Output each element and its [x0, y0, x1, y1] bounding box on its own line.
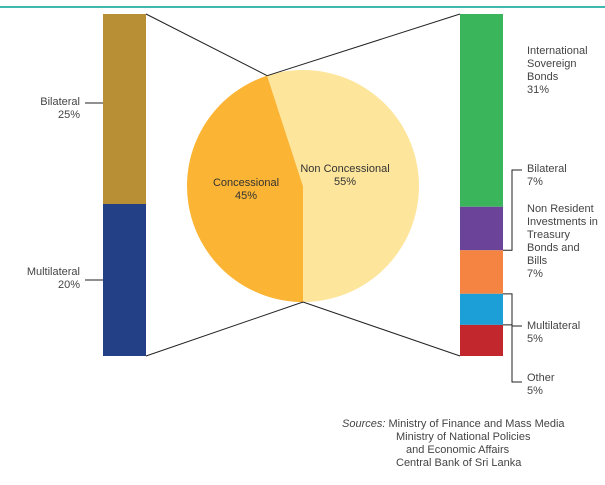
- segment-label: Multilateral 20%: [10, 266, 80, 292]
- connector: [145, 13, 268, 77]
- label-value: 20%: [57, 279, 80, 291]
- source-line: Ministry of Finance and Mass Media: [388, 418, 565, 430]
- label-name: Non Resident Investments in Treasury Bon…: [527, 203, 598, 267]
- label-name: Bilateral: [527, 163, 567, 175]
- sources-label: Sources:: [342, 418, 386, 430]
- pie-slice: [267, 69, 420, 302]
- connector: [145, 301, 304, 357]
- segment-label: Bilateral 7%: [527, 163, 602, 189]
- segment-label: Other 5%: [527, 372, 602, 398]
- label-value: 31%: [527, 84, 550, 96]
- label-name: Bilateral: [40, 96, 80, 108]
- label-value: 7%: [527, 268, 543, 280]
- label-value: 5%: [527, 385, 543, 397]
- segment-label: Multilateral 5%: [527, 320, 602, 346]
- segment-label: Non Resident Investments in Treasury Bon…: [527, 203, 602, 281]
- bar-segment: [460, 250, 503, 294]
- bracket: [503, 324, 522, 383]
- source-line: Central Bank of Sri Lanka: [396, 457, 522, 469]
- segment-label: International Sovereign Bonds 31%: [527, 45, 602, 97]
- segment-label: Concessional 45%: [196, 177, 296, 203]
- label-name: International Sovereign Bonds: [527, 45, 588, 83]
- segment-label: Non Concessional 55%: [300, 163, 390, 189]
- bar-segment: [460, 324, 503, 356]
- bar-segment: [460, 206, 503, 251]
- label-value: 45%: [234, 190, 258, 202]
- bar-segment: [460, 14, 503, 207]
- connector: [302, 301, 461, 357]
- label-name: Concessional: [212, 177, 280, 189]
- label-name: Other: [527, 372, 555, 384]
- source-line: Ministry of National Policies: [396, 431, 531, 443]
- bracket: [503, 293, 522, 327]
- bar-segment: [103, 14, 146, 204]
- label-name: Multilateral: [527, 320, 581, 332]
- source-line: and Economic Affairs: [406, 444, 510, 456]
- label-value: 55%: [333, 176, 357, 188]
- segment-label: Bilateral 25%: [10, 96, 80, 122]
- label-value: 7%: [527, 176, 543, 188]
- label-value: 5%: [527, 333, 543, 345]
- sources: Sources: Ministry of Finance and Mass Me…: [342, 418, 602, 470]
- bracket: [503, 169, 522, 251]
- label-name: Multilateral: [26, 266, 80, 278]
- bar-segment: [103, 204, 146, 356]
- connector: [267, 13, 461, 77]
- label-name: Non Concessional: [300, 163, 390, 175]
- pie-slice: [187, 75, 303, 302]
- bar-segment: [460, 293, 503, 325]
- label-value: 25%: [57, 109, 80, 121]
